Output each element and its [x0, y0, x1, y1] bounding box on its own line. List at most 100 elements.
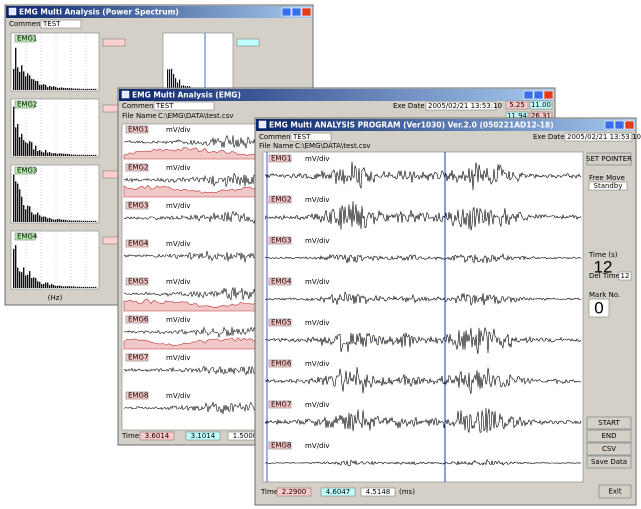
- mark-box-box: [588, 298, 610, 318]
- channel-label-box: [268, 236, 292, 245]
- min-button[interactable]: [604, 120, 615, 130]
- time-value: 1.5000: [233, 432, 258, 440]
- max-button[interactable]: [291, 7, 302, 17]
- channel-unit: mV/div: [305, 196, 330, 204]
- window-icon: [8, 7, 17, 16]
- max-button[interactable]: [533, 90, 544, 100]
- time-value-box: [185, 431, 221, 441]
- channel-label: EMG6: [128, 316, 149, 324]
- spectrum-bar: [59, 153, 61, 156]
- spectrum-bar: [59, 285, 61, 288]
- channel-unit: mV/div: [166, 392, 191, 400]
- spectrum-bar: [41, 151, 43, 156]
- spectrum-bar: [77, 154, 79, 156]
- spectrum-bar: [19, 189, 21, 222]
- window-title: EMG Multi Analysis (Power Spectrum): [19, 8, 179, 17]
- spectrum-bar: [95, 220, 97, 222]
- channel-unit: mV/div: [305, 278, 330, 286]
- spectrum-bar: [95, 154, 97, 156]
- spectrum-bar: [93, 220, 95, 222]
- min-button[interactable]: [523, 90, 534, 100]
- spectrum-bar: [43, 216, 45, 222]
- emg-waveform: [264, 458, 581, 467]
- side-bar: [169, 69, 171, 90]
- spectrum-bar: [81, 220, 83, 222]
- free-move-value: Standby: [594, 182, 623, 190]
- time-label: Time: [121, 432, 139, 440]
- time-value: 2.2900: [282, 488, 307, 496]
- close-button[interactable]: [624, 120, 635, 130]
- spectrum-bar: [85, 220, 87, 222]
- emg-waveform: [264, 161, 582, 191]
- channel-label-box: [14, 100, 36, 109]
- set-pointer-button-label[interactable]: SET POINTER: [586, 155, 632, 163]
- spectrum-bar: [73, 220, 75, 222]
- spectrum-bar: [29, 271, 31, 288]
- channel-label: EMG1: [128, 126, 148, 134]
- spectrum-bar: [51, 218, 53, 222]
- comment: TEST: [42, 20, 61, 28]
- spectrum-bar: [75, 286, 77, 288]
- spectrum-bar: [53, 153, 55, 156]
- control-button[interactable]: [586, 455, 632, 469]
- spectrum-bar: [83, 154, 85, 156]
- spectrum-bar: [49, 85, 51, 90]
- spectrum-bar: [25, 76, 27, 90]
- spectrum-bar: [83, 220, 85, 222]
- spectrum-bar: [39, 281, 41, 288]
- spectrum-bar: [87, 220, 89, 222]
- spectrum-bar: [91, 154, 93, 156]
- spectrum-bar: [49, 217, 51, 222]
- spectrum-bar: [95, 286, 97, 288]
- spectrum-bar: [15, 127, 17, 156]
- spectrum-bar: [77, 286, 79, 288]
- set-pointer-button[interactable]: [586, 152, 632, 166]
- control-button[interactable]: [586, 442, 632, 456]
- spectrum-bar: [55, 219, 57, 222]
- control-button[interactable]: [586, 416, 632, 430]
- control-button-label[interactable]: START: [598, 419, 620, 427]
- spectrum-bar: [17, 67, 19, 90]
- file-name: C:\EMG\DATA\test.csv: [295, 142, 371, 150]
- spectrum-bar: [31, 78, 33, 90]
- close-button[interactable]: [543, 90, 554, 100]
- spectrum-bar: [23, 205, 25, 222]
- spectrum-bar: [59, 87, 61, 90]
- min-button[interactable]: [281, 7, 292, 17]
- spectrum-bar: [37, 212, 39, 222]
- spectrum-bar: [59, 219, 61, 222]
- channel-label: EMG7: [128, 354, 148, 362]
- control-button-label[interactable]: CSV: [602, 445, 616, 453]
- title-bar: [256, 119, 635, 131]
- bottom-time-label: Time: [260, 488, 278, 496]
- side-value: 26.31: [531, 112, 551, 120]
- spectrum-bar: [71, 154, 73, 156]
- spectrum-bar: [55, 153, 57, 156]
- max-button[interactable]: [614, 120, 625, 130]
- close-button[interactable]: [301, 7, 312, 17]
- spectrum-bar: [35, 214, 37, 222]
- spectrum-bar: [21, 133, 23, 156]
- time-value-box: [360, 487, 396, 497]
- spectrum-bar: [47, 152, 49, 156]
- comment-label: Comment: [9, 20, 44, 28]
- spectrum-bar: [87, 286, 89, 288]
- spectrum-bar: [33, 79, 35, 90]
- spectrum-bar: [93, 154, 95, 156]
- channel-label-box: [14, 34, 36, 43]
- channel-unit: mV/div: [305, 442, 330, 450]
- side-bar: [177, 82, 179, 90]
- exit-button[interactable]: [598, 484, 632, 499]
- control-button[interactable]: [586, 429, 632, 443]
- spectrum-bar: [45, 84, 47, 90]
- spectrum-bar: [43, 283, 45, 288]
- spectrum-bar: [83, 286, 85, 288]
- control-button-label[interactable]: END: [601, 432, 616, 440]
- control-button-label[interactable]: Save Data: [591, 458, 627, 466]
- file-label: File Name: [122, 112, 157, 120]
- spectrum-bar: [87, 154, 89, 156]
- spectrum-bar: [15, 47, 17, 90]
- exit-button-label[interactable]: Exit: [608, 488, 622, 496]
- time-value: 3.6014: [145, 432, 170, 440]
- spectrum-bar: [73, 286, 75, 288]
